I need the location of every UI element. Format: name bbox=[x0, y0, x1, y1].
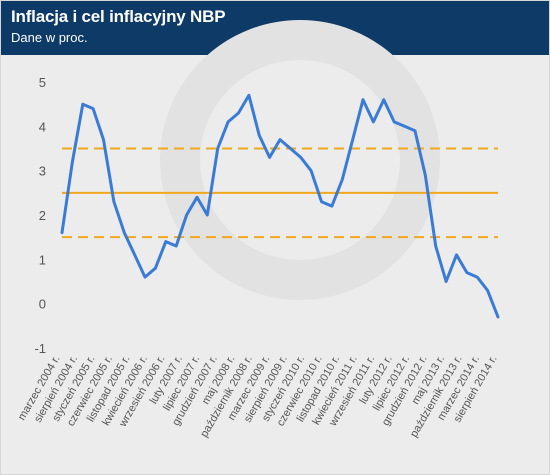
watermark-ring bbox=[160, 20, 440, 300]
y-tick-label: 3 bbox=[39, 164, 46, 179]
y-axis: -1 0 1 2 3 4 5 bbox=[34, 75, 46, 356]
y-tick-label: 0 bbox=[39, 297, 46, 312]
watermark-logo bbox=[160, 20, 440, 300]
chart-title: Inflacja i cel inflacyjny NBP bbox=[11, 7, 226, 26]
x-axis: marzec 2004 r.sierpień 2004 r.styczeń 20… bbox=[16, 354, 500, 440]
chart-subtitle: Dane w proc. bbox=[11, 30, 88, 45]
y-tick-label: 2 bbox=[39, 208, 46, 223]
y-tick-label: 4 bbox=[39, 119, 46, 134]
series-group bbox=[60, 93, 500, 319]
y-tick-label: 1 bbox=[39, 252, 46, 267]
y-tick-label: -1 bbox=[34, 341, 46, 356]
y-tick-label: 5 bbox=[39, 75, 46, 90]
target-lines bbox=[62, 147, 498, 239]
inflation-series-line bbox=[60, 93, 500, 319]
